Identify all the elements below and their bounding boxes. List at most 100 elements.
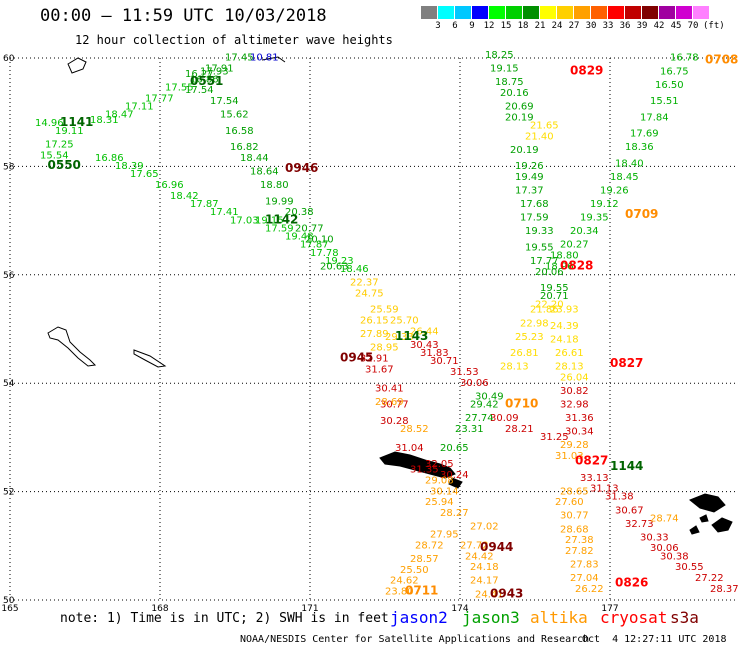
swh-value: 19.26: [515, 161, 544, 172]
legend-swatch: [591, 6, 608, 19]
swh-value: 28.74: [650, 513, 679, 524]
swh-value: 30.14: [430, 486, 459, 497]
swh-value: 30.82: [560, 386, 589, 397]
legend-label: 6: [452, 21, 458, 31]
pass-time: 1144: [610, 459, 643, 473]
island-pribilof-small: [133, 349, 167, 368]
swh-value: 19.11: [55, 126, 84, 137]
swh-value: 20.71: [540, 291, 569, 302]
swh-value: 17.65: [130, 169, 159, 180]
track-jason3-0551: 17.4517.9117.9316.2716.8617.5417.5415.62…: [185, 53, 349, 273]
swh-value: 30.06: [650, 543, 679, 554]
swh-value: 28.37: [710, 584, 739, 595]
swh-value: 19.26: [600, 186, 629, 197]
swh-value: 24.18: [470, 562, 499, 573]
swh-value: 28.13: [555, 362, 584, 373]
legend-label: 15: [500, 21, 512, 31]
swh-value: 20.69: [505, 101, 534, 112]
swh-value: 18.80: [550, 251, 579, 262]
swh-value: 31.13: [590, 484, 619, 495]
swh-value: 17.45: [225, 53, 254, 64]
pass-time: 0828: [560, 258, 593, 272]
island-aleutian-east-b: [711, 517, 733, 533]
swh-value: 26.22: [575, 584, 604, 595]
swh-value: 14.96: [35, 118, 64, 129]
swh-value: 17.59: [265, 223, 294, 234]
pass-time: 0827: [575, 454, 608, 468]
swh-value: 27.38: [565, 535, 594, 546]
island-aleutian-central: [379, 451, 456, 479]
swh-value: 22.20: [535, 299, 564, 310]
swh-value: 31.25: [540, 432, 569, 443]
track-cryosat-0827: 30.82 32.98 31.36 30.34 28.21 31.25 30.09 33.13…: [490, 386, 739, 595]
swh-value: 18.42: [170, 191, 199, 202]
lon-tick-label: 165: [1, 604, 18, 614]
swh-value: 24.75: [355, 288, 384, 299]
satellite-cryosat: cryosat: [600, 608, 668, 627]
swh-value: 28.65: [560, 486, 589, 497]
swh-value: 24.18: [550, 335, 579, 346]
lat-tick-label: 56: [3, 271, 15, 281]
swh-value: 20.34: [570, 226, 599, 237]
timestamp: Oct 4 12:27:11 UTC 2018: [582, 634, 727, 645]
swh-value: 19.49: [515, 172, 544, 183]
pass-time: 0944: [480, 540, 513, 554]
legend-label: 39: [636, 21, 648, 31]
legend-swatch: [676, 6, 693, 19]
swh-value: 16.86: [190, 74, 219, 85]
footnote: note: 1) Time is in UTC; 2) SWH is in fe…: [60, 611, 389, 626]
swh-value: 29.42: [470, 400, 499, 411]
swh-value: 30.38: [660, 551, 689, 562]
swh-value: 19.33: [525, 226, 554, 237]
swh-value: 16.78: [670, 53, 699, 64]
swh-value: 17.77: [145, 93, 174, 104]
swh-value: 31.36: [565, 413, 594, 424]
swh-value: 18.40: [615, 158, 644, 169]
swh-value: 29.08: [425, 475, 454, 486]
swh-value: 17.87: [300, 240, 329, 251]
legend-swatch: [523, 6, 540, 19]
swh-value: 24.41: [475, 589, 504, 600]
swh-value: 32.91: [360, 354, 389, 365]
track-blue: 10.81: [250, 53, 279, 64]
swh-value: 31.35: [410, 465, 439, 476]
pass-time: 0829: [570, 63, 603, 77]
swh-value: 21.65: [530, 120, 559, 131]
swh-value: 24.17: [470, 576, 499, 587]
pass-time: 0943: [490, 586, 523, 600]
swh-value: 27.95: [430, 530, 459, 541]
swh-value: 17.55: [165, 83, 194, 94]
pass-time: 0550: [48, 158, 81, 172]
swh-value: 17.37: [515, 186, 544, 197]
swh-value: 20.06: [535, 267, 564, 278]
satellite-jason2: jason2: [390, 608, 448, 627]
legend-label: 18: [517, 21, 529, 31]
legend-label: 45: [670, 21, 682, 31]
island-pribilof: [47, 326, 97, 367]
island-coast-nw: [261, 56, 286, 63]
swh-value: 28.68: [560, 524, 589, 535]
swh-value: 27.89: [360, 329, 389, 340]
swh-value: 20.19: [505, 112, 534, 123]
legend-swatch: [625, 6, 642, 19]
swh-value: 31.83: [420, 348, 449, 359]
swh-value: 30.71: [430, 356, 459, 367]
swh-value: 28.21: [505, 424, 534, 435]
legend-swatch: [506, 6, 523, 19]
swh-value: 18.39: [115, 161, 144, 172]
swh-value: 31.67: [365, 364, 394, 375]
altimeter-tracks: 17.5517.7717.1118.4718.3114.9619.1117.25…: [35, 50, 739, 600]
swh-value: 30.67: [615, 505, 644, 516]
pass-time: 0709: [625, 207, 658, 221]
swh-value: 10.81: [250, 53, 279, 64]
swh-value: 25.50: [400, 565, 429, 576]
swh-value: 32.05: [425, 459, 454, 470]
swh-value: 16.27: [185, 69, 214, 80]
legend-label: 33: [602, 21, 614, 31]
swh-value: 18.47: [105, 110, 134, 121]
swh-value: 20.65: [440, 443, 469, 454]
pass-time: 0945: [340, 351, 373, 365]
